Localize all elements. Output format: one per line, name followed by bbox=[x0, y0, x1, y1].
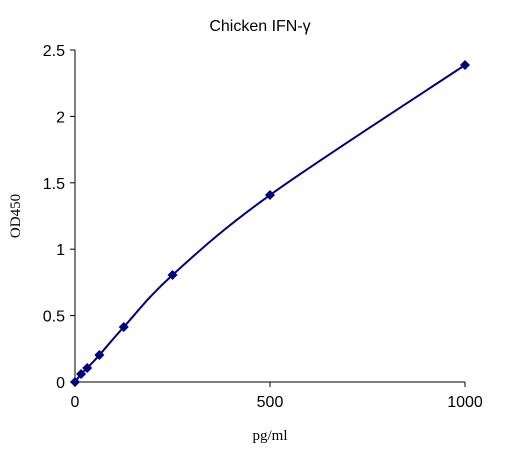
data-point bbox=[70, 377, 80, 387]
data-point bbox=[94, 350, 105, 361]
data-point bbox=[82, 363, 93, 374]
data-point bbox=[460, 60, 470, 71]
x-tick-label: 500 bbox=[257, 394, 284, 411]
y-tick-label: 2.5 bbox=[43, 43, 65, 60]
y-tick-label: 0 bbox=[56, 375, 65, 392]
data-point bbox=[76, 369, 87, 380]
data-point bbox=[265, 190, 275, 201]
chart-title: Chicken IFN-γ bbox=[209, 18, 310, 35]
data-point bbox=[167, 269, 178, 280]
x-tick-label: 0 bbox=[71, 394, 80, 411]
y-tick-label: 2 bbox=[56, 109, 65, 126]
data-point bbox=[118, 322, 129, 333]
y-tick-label: 1.5 bbox=[43, 176, 65, 193]
y-tick-label: 1 bbox=[56, 242, 65, 259]
y-tick-label: 0.5 bbox=[43, 309, 65, 326]
x-axis-label: pg/ml bbox=[252, 428, 287, 444]
y-axis-label: OD450 bbox=[8, 194, 24, 238]
x-tick-label: 1000 bbox=[447, 394, 483, 411]
fit-line bbox=[74, 64, 466, 383]
